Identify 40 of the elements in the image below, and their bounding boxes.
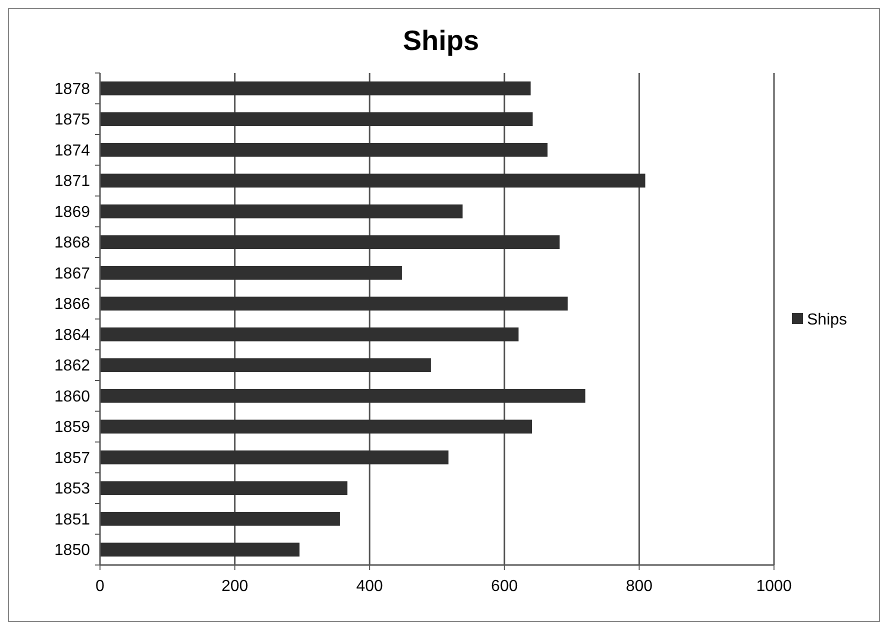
y-tick-label: 1871 [54, 173, 90, 190]
y-tick-label: 1862 [54, 358, 90, 375]
x-tick-label: 200 [221, 578, 248, 595]
bar [100, 204, 463, 218]
bar [100, 266, 402, 280]
y-tick-label: 1853 [54, 480, 90, 498]
bar [100, 142, 548, 157]
y-tick-label: 1866 [54, 296, 90, 314]
y-tick-label: 1857 [54, 450, 90, 467]
bar [100, 81, 531, 96]
y-tick-label: 1874 [54, 142, 90, 160]
y-tick-label: 1875 [54, 112, 90, 129]
bar [100, 112, 533, 126]
y-tick-label: 1850 [54, 542, 90, 560]
y-tick-label: 1860 [54, 388, 90, 406]
bar [100, 420, 532, 434]
bar [100, 296, 568, 311]
bar [100, 327, 519, 342]
y-tick-label: 1868 [54, 234, 90, 252]
x-tick-label: 800 [626, 578, 653, 595]
x-tick-label: 1000 [756, 578, 792, 595]
bar [100, 450, 448, 464]
x-tick-label: 0 [96, 578, 105, 595]
y-tick-label: 1878 [54, 80, 90, 98]
y-tick-label: 1869 [54, 204, 90, 221]
bar [100, 174, 646, 188]
bar [100, 358, 431, 372]
bar [100, 542, 300, 557]
x-tick-label: 600 [491, 578, 518, 595]
bar [100, 388, 586, 403]
y-tick-label: 1859 [54, 419, 90, 436]
bar [100, 481, 348, 496]
y-tick-label: 1867 [54, 265, 90, 282]
chart-title: Ships [402, 25, 480, 56]
y-tick-label: 1851 [54, 511, 90, 528]
bar [100, 235, 560, 250]
legend-label: Ships [807, 312, 848, 329]
bar [100, 512, 340, 526]
x-tick-label: 400 [356, 578, 384, 595]
y-tick-label: 1864 [54, 326, 90, 344]
